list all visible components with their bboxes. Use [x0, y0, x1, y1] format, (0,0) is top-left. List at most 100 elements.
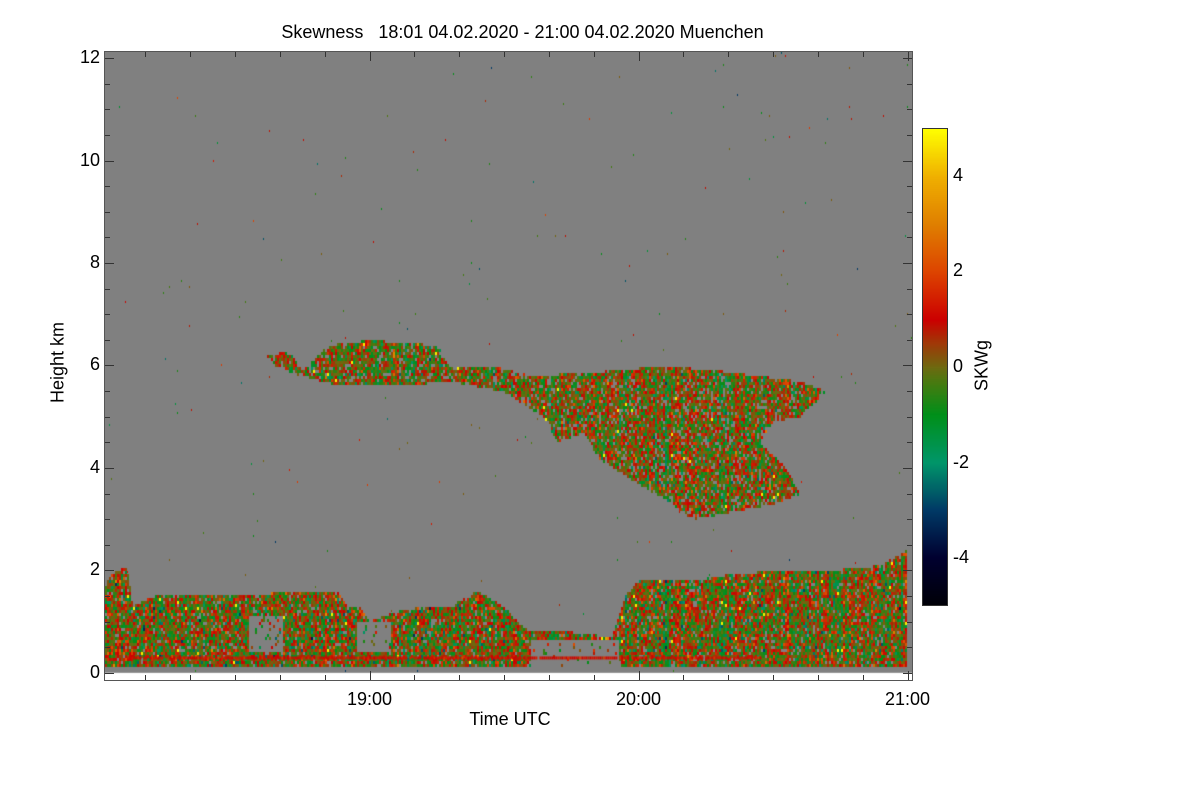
y-tick-label: 6: [89, 354, 100, 375]
y-minor-tick: [105, 467, 110, 469]
y-minor-tick-right: [907, 621, 912, 623]
y-minor-tick-right: [907, 211, 912, 213]
x-minor-tick: [145, 675, 147, 680]
y-minor-tick: [105, 621, 110, 623]
x-minor-tick-top: [817, 52, 819, 57]
y-minor-tick: [105, 595, 110, 597]
y-minor-tick-right: [907, 314, 912, 316]
y-minor-tick: [105, 186, 110, 188]
y-minor-tick-right: [907, 416, 912, 418]
y-tick-label: 12: [79, 47, 100, 68]
y-minor-tick: [105, 58, 110, 60]
y-minor-tick: [105, 160, 110, 162]
x-minor-tick: [862, 675, 864, 680]
y-tick-label: 2: [89, 559, 100, 580]
x-tick-top: [369, 52, 371, 61]
x-tick-label: 19:00: [346, 689, 393, 709]
x-minor-tick: [235, 675, 236, 680]
y-minor-tick-right: [907, 134, 912, 136]
x-minor-tick: [414, 675, 416, 680]
y-minor-tick: [105, 263, 110, 265]
x-tick-label: 20:00: [615, 689, 662, 709]
x-tick-top: [638, 52, 640, 61]
y-minor-tick-right: [907, 544, 912, 546]
x-tick: [907, 671, 909, 680]
plot-area: [105, 52, 912, 680]
y-minor-tick-right: [907, 365, 912, 367]
x-minor-tick: [504, 675, 506, 680]
x-minor-tick-top: [504, 52, 506, 57]
y-minor-tick: [105, 544, 110, 546]
x-minor-tick: [324, 675, 326, 680]
y-minor-tick: [105, 570, 110, 572]
y-tick-label: 4: [89, 456, 100, 477]
y-minor-tick-right: [907, 83, 912, 85]
colorbar-tick-label: -4: [953, 547, 970, 568]
y-minor-tick: [105, 416, 110, 418]
x-minor-tick-top: [279, 52, 281, 57]
x-minor-tick: [728, 675, 730, 680]
y-minor-tick-right: [907, 391, 912, 393]
y-minor-tick-right: [907, 263, 912, 265]
x-tick-label: 21:00: [884, 689, 931, 709]
y-minor-tick-right: [907, 109, 912, 111]
y-minor-tick-right: [907, 442, 912, 444]
colorbar-tick-label: 0: [953, 356, 964, 376]
x-minor-tick: [593, 675, 595, 680]
y-tick-label: 0: [89, 661, 100, 682]
y-minor-tick: [105, 109, 110, 111]
y-minor-tick-right: [907, 160, 912, 162]
y-minor-tick: [105, 134, 110, 136]
skewness-heatmap: [105, 52, 912, 680]
x-minor-tick-top: [459, 52, 461, 57]
y-minor-tick: [105, 672, 110, 674]
y-minor-tick-right: [907, 570, 912, 572]
y-minor-tick-right: [907, 339, 912, 341]
y-minor-tick: [105, 365, 110, 367]
colorbar-tick-label: 4: [953, 164, 964, 185]
x-minor-tick: [548, 675, 550, 680]
colorbar-label: SKWg: [971, 340, 992, 392]
x-minor-tick-top: [862, 52, 864, 57]
y-minor-tick-right: [907, 493, 912, 495]
y-minor-tick: [105, 391, 110, 393]
x-minor-tick: [683, 675, 685, 680]
y-minor-tick: [105, 314, 110, 316]
colorbar-tick-label: -2: [953, 451, 970, 472]
x-tick-top: [907, 52, 909, 61]
x-minor-tick: [279, 675, 281, 680]
x-tick: [638, 671, 640, 680]
y-minor-tick-right: [907, 595, 912, 597]
y-tick-label: 10: [79, 149, 100, 170]
x-minor-tick-top: [683, 52, 685, 57]
y-minor-tick: [105, 339, 110, 341]
y-minor-tick-right: [907, 186, 912, 188]
y-minor-tick-right: [907, 519, 912, 521]
y-minor-tick-right: [907, 672, 912, 674]
chart-title: Skewness 18:01 04.02.2020 - 21:00 04.02.…: [281, 22, 764, 42]
y-minor-tick: [105, 442, 110, 444]
y-minor-tick: [105, 237, 110, 239]
x-minor-tick: [459, 675, 461, 680]
x-minor-tick-top: [190, 52, 192, 57]
y-minor-tick: [105, 647, 110, 649]
x-minor-tick-top: [235, 52, 236, 57]
x-axis-label: Time UTC: [469, 709, 551, 729]
x-minor-tick-top: [593, 52, 595, 57]
y-axis-label: Height km: [47, 321, 68, 404]
x-minor-tick-top: [773, 52, 775, 57]
y-minor-tick-right: [907, 647, 912, 649]
y-tick-label: 8: [89, 252, 100, 273]
x-minor-tick: [190, 675, 192, 680]
y-minor-tick-right: [907, 58, 912, 60]
x-minor-tick-top: [728, 52, 730, 57]
y-minor-tick: [105, 211, 110, 213]
y-minor-tick-right: [907, 467, 912, 469]
y-minor-tick-right: [907, 237, 912, 239]
x-minor-tick-top: [145, 52, 147, 57]
x-minor-tick: [817, 675, 819, 680]
y-minor-tick: [105, 288, 110, 290]
y-minor-tick: [105, 493, 110, 495]
colorbar-tick-label: 2: [953, 260, 964, 281]
